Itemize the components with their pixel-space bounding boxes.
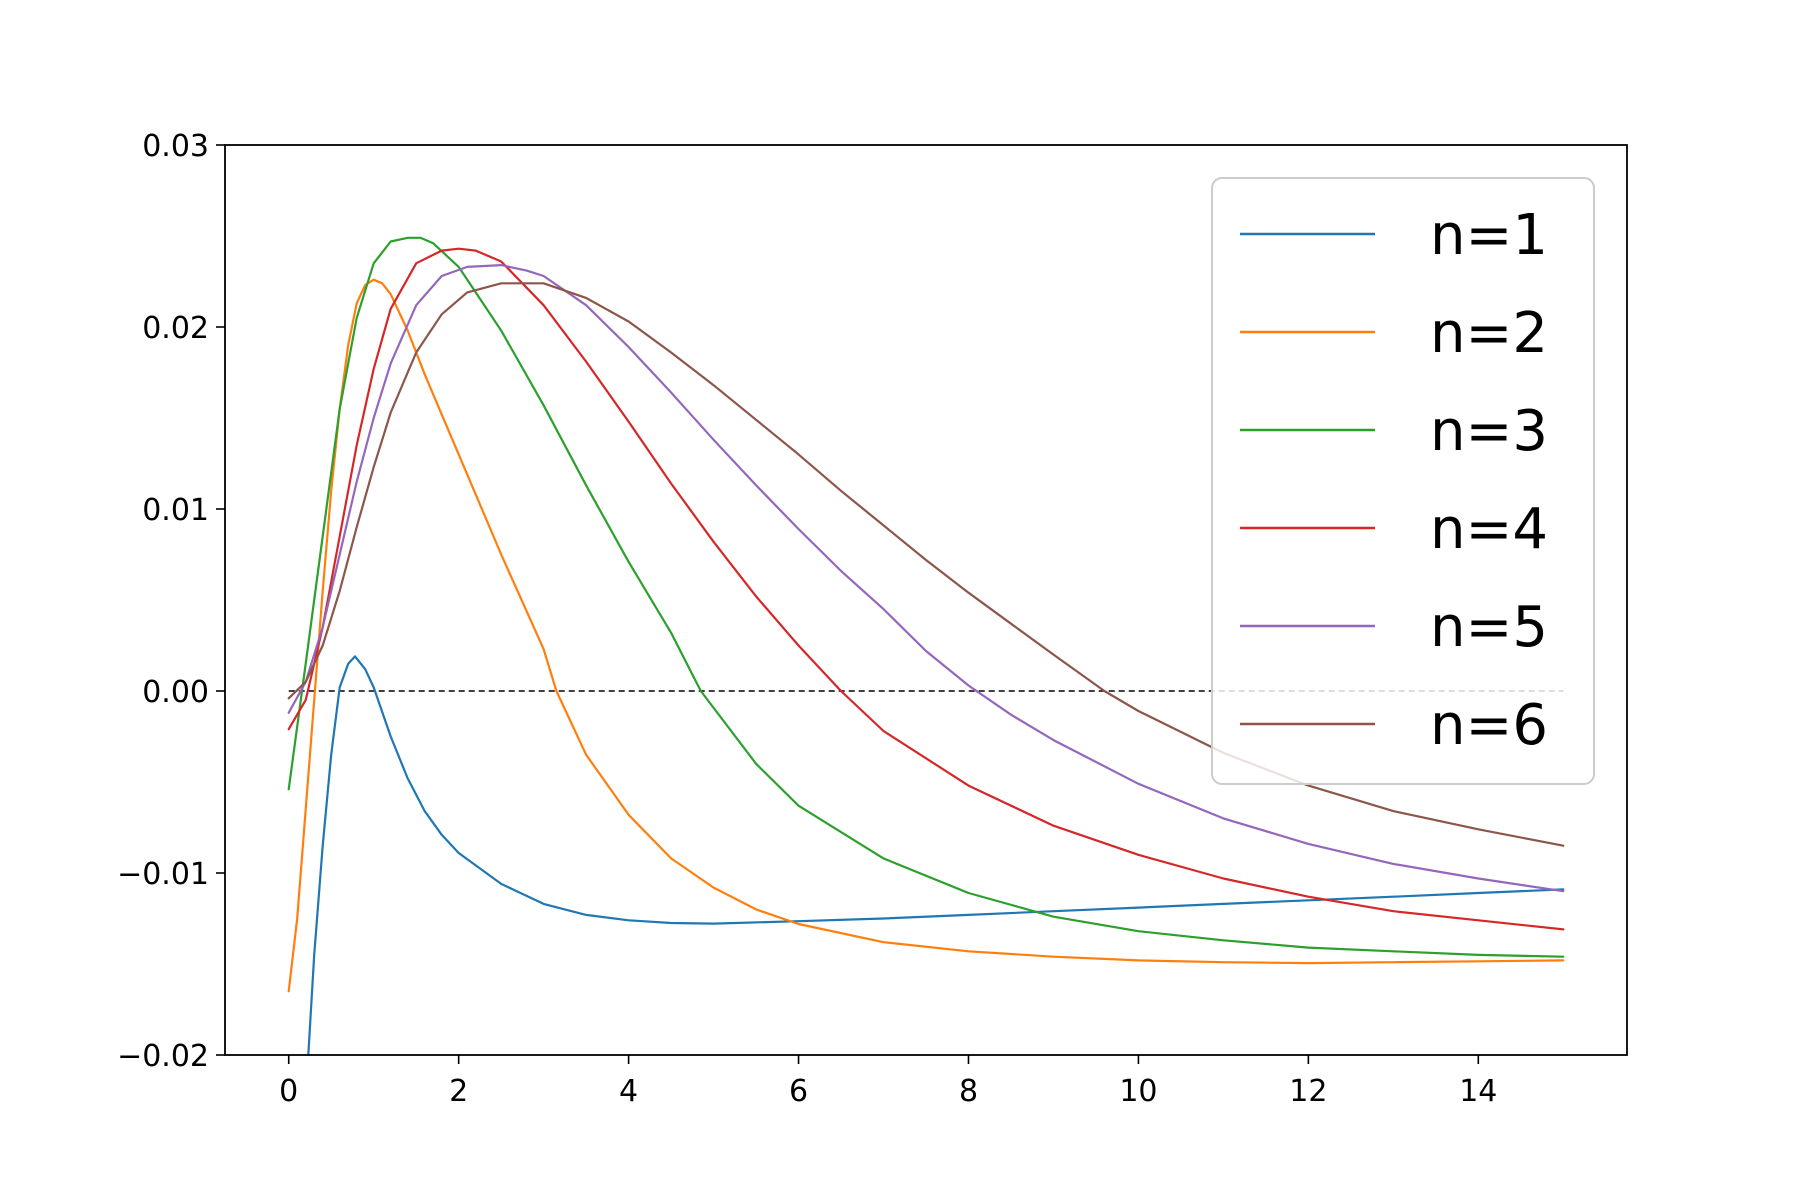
y-tick-label: 0.03 [142, 129, 209, 164]
x-tick-label: 10 [1119, 1074, 1157, 1109]
x-tick-label: 8 [959, 1074, 978, 1109]
y-tick-label: −0.02 [117, 1039, 209, 1074]
y-tick-label: 0.00 [142, 675, 209, 710]
series-line-1 [307, 655, 1565, 1055]
series-line-4 [287, 247, 1565, 931]
x-tick-label: 12 [1289, 1074, 1327, 1109]
legend-label: n=5 [1430, 595, 1548, 660]
legend-label: n=2 [1430, 301, 1548, 366]
legend-label: n=6 [1430, 693, 1548, 758]
series-line-5 [287, 264, 1565, 893]
x-tick-label: 6 [789, 1074, 808, 1109]
x-tick-label: 14 [1459, 1074, 1497, 1109]
y-tick-label: −0.01 [117, 857, 209, 892]
legend-label: n=4 [1430, 497, 1548, 562]
y-tick-label: 0.02 [142, 311, 209, 346]
legend-label: n=1 [1430, 203, 1548, 268]
x-tick-label: 0 [279, 1074, 298, 1109]
legend: n=1 n=2 n=3 n=4 n=5 n=6 [1211, 177, 1595, 785]
legend-box [1211, 177, 1595, 785]
axes-frame [224, 144, 1628, 1056]
series-line-6 [287, 282, 1565, 847]
series-line-3 [287, 236, 1565, 958]
y-tick-label: 0.01 [142, 493, 209, 528]
x-tick-label: 4 [619, 1074, 638, 1109]
x-tick-label: 2 [449, 1074, 468, 1109]
axes: 0 2 4 6 8 10 12 14 −0.02 −0.01 0.00 0.01 0.02 0.03 [117, 129, 1628, 1109]
plot-area [287, 236, 1565, 1055]
legend-label: n=3 [1430, 399, 1548, 464]
